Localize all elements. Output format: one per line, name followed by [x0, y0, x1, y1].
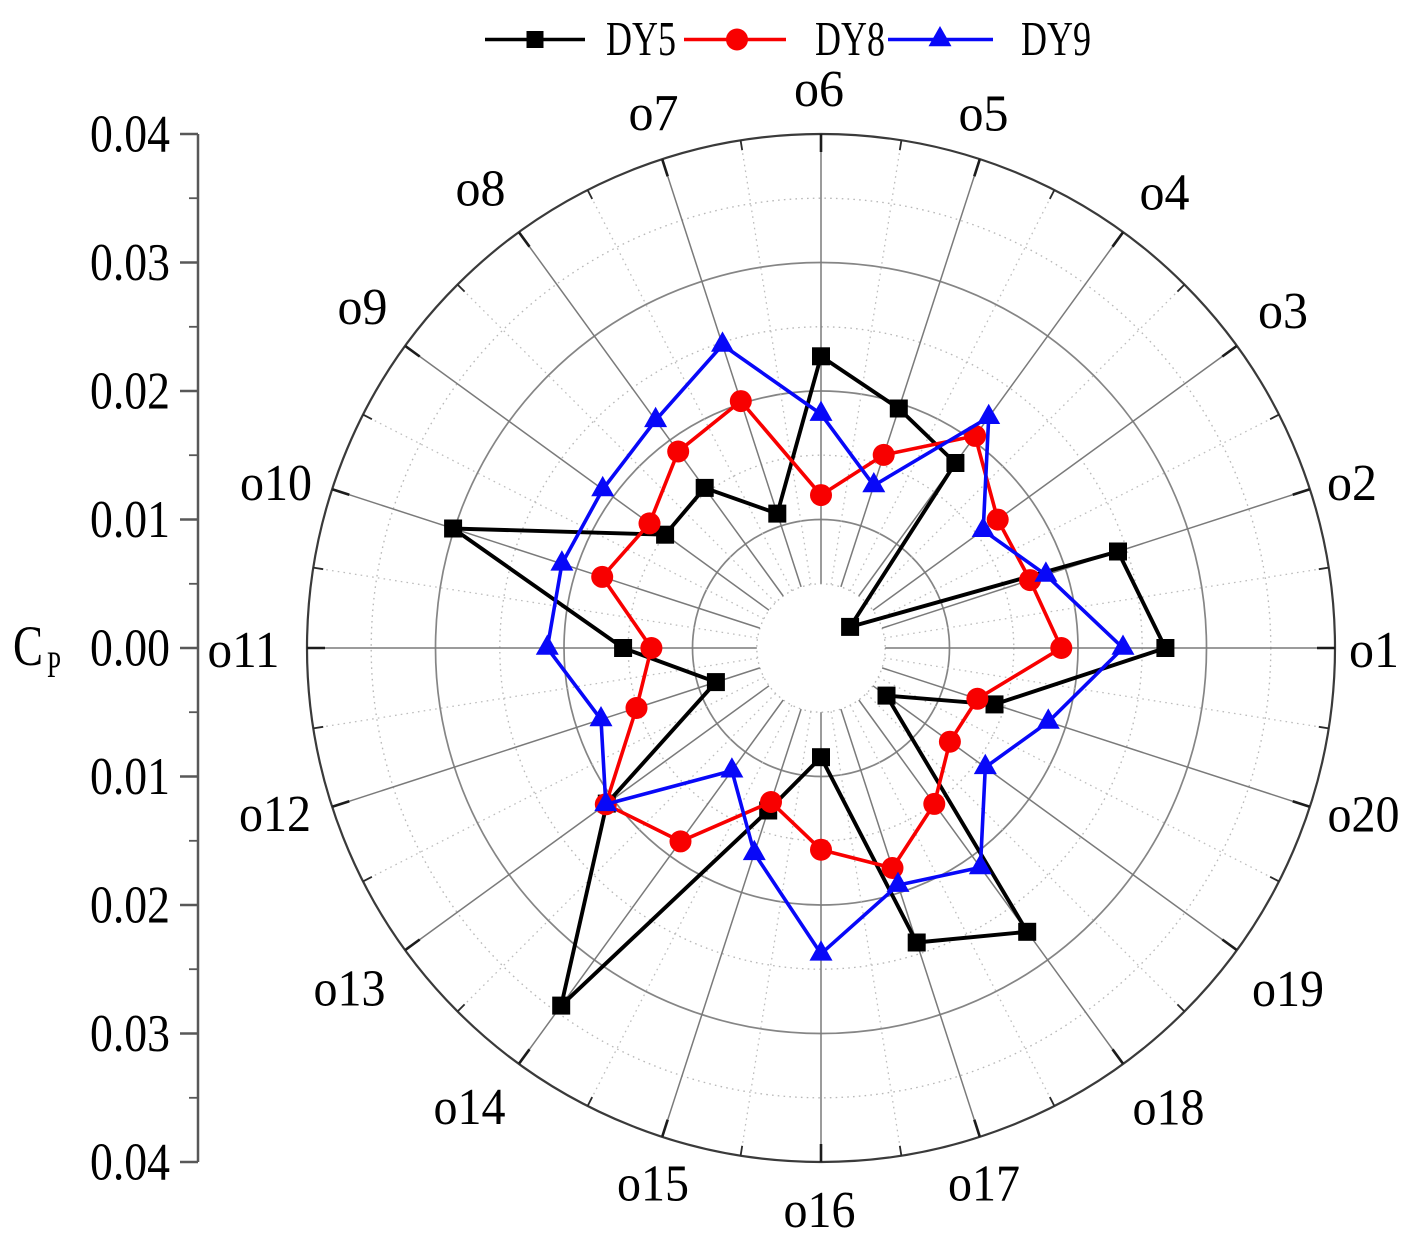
svg-text:DY5: DY5 — [606, 11, 676, 66]
svg-text:0.02: 0.02 — [90, 876, 170, 934]
svg-text:0.01: 0.01 — [90, 491, 170, 549]
svg-text:o7: o7 — [629, 85, 679, 142]
svg-text:o9: o9 — [338, 279, 388, 336]
svg-text:o12: o12 — [239, 786, 311, 843]
svg-text:o20: o20 — [1328, 787, 1400, 844]
svg-text:o15: o15 — [617, 1156, 689, 1213]
svg-text:o10: o10 — [240, 455, 312, 512]
svg-text:0.03: 0.03 — [90, 234, 170, 292]
svg-text:0.03: 0.03 — [90, 1005, 170, 1063]
svg-text:0.01: 0.01 — [90, 748, 170, 806]
svg-text:o14: o14 — [434, 1079, 506, 1136]
svg-text:o5: o5 — [959, 86, 1009, 143]
svg-text:o1: o1 — [1349, 622, 1399, 679]
svg-text:o11: o11 — [208, 622, 280, 679]
svg-text:o4: o4 — [1140, 165, 1190, 222]
svg-text:o17: o17 — [948, 1156, 1020, 1213]
svg-text:DY9: DY9 — [1021, 11, 1091, 66]
svg-text:P: P — [47, 645, 61, 686]
svg-text:o16: o16 — [784, 1182, 856, 1239]
svg-text:o8: o8 — [456, 161, 506, 218]
svg-text:o13: o13 — [314, 961, 386, 1018]
svg-text:0.04: 0.04 — [90, 105, 170, 163]
svg-text:C: C — [13, 615, 43, 678]
svg-text:0.04: 0.04 — [90, 1133, 170, 1191]
svg-text:DY8: DY8 — [815, 11, 885, 66]
svg-text:0.02: 0.02 — [90, 362, 170, 420]
svg-text:o2: o2 — [1327, 455, 1377, 512]
svg-text:o18: o18 — [1133, 1080, 1205, 1137]
svg-text:o19: o19 — [1252, 961, 1324, 1018]
svg-text:o6: o6 — [794, 61, 844, 118]
svg-text:o3: o3 — [1258, 283, 1308, 340]
svg-text:0.00: 0.00 — [90, 619, 170, 677]
